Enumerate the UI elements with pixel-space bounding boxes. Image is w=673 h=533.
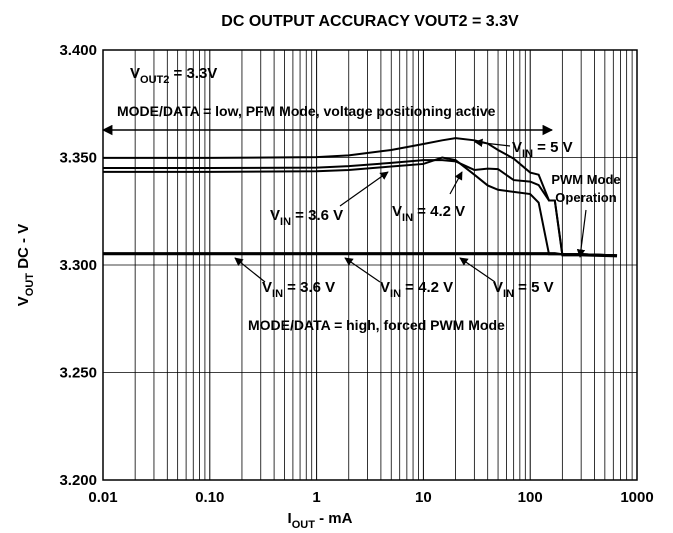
text-sub: IN bbox=[522, 148, 533, 160]
text-base: V bbox=[130, 65, 140, 82]
text-rest: - mA bbox=[315, 510, 353, 527]
plot-frame bbox=[102, 49, 638, 481]
text-rest: = 3.3V bbox=[169, 65, 217, 82]
plot bbox=[103, 137, 618, 258]
annotation-arrow bbox=[474, 138, 511, 148]
text-rest: = 3.6 V bbox=[291, 207, 343, 224]
text-sub: IN bbox=[280, 216, 291, 228]
annotation: MODE/DATA = low, PFM Mode, voltage posit… bbox=[117, 103, 496, 119]
annotation: MODE/DATA = high, forced PWM Mode bbox=[248, 317, 505, 333]
annotation: VIN = 4.2 V bbox=[392, 203, 465, 224]
text-rest: = 5 V bbox=[533, 139, 573, 156]
text-rest: = 4.2 V bbox=[413, 203, 465, 220]
x-tick-label: 1 bbox=[312, 489, 320, 506]
x-tick-label: 100 bbox=[518, 489, 543, 506]
x-tick-label: 0.10 bbox=[195, 489, 224, 506]
y-tick-label: 3.200 bbox=[59, 472, 97, 489]
annotation: VOUT DC - V bbox=[15, 224, 36, 306]
text-base: V bbox=[512, 139, 522, 156]
text-sub: IN bbox=[503, 288, 514, 300]
series-line bbox=[103, 159, 618, 257]
annotation: IOUT - mA bbox=[288, 510, 353, 531]
chart-title: DC OUTPUT ACCURACY VOUT2 = 3.3V bbox=[221, 13, 519, 30]
text-sub: OUT bbox=[24, 273, 36, 297]
text-rest: DC - V bbox=[15, 224, 32, 273]
annotation-arrow bbox=[339, 171, 389, 207]
text-base: V bbox=[15, 296, 32, 306]
x-tick-label: 10 bbox=[415, 489, 432, 506]
x-tick-label: 1000 bbox=[620, 489, 653, 506]
text-rest: = 5 V bbox=[514, 279, 554, 296]
annotation: VIN = 4.2 V bbox=[380, 279, 453, 300]
annotation-arrow bbox=[449, 171, 463, 195]
text-base: V bbox=[270, 207, 280, 224]
text-sub: IN bbox=[272, 288, 283, 300]
text-base: V bbox=[493, 279, 503, 296]
y-tick-label: 3.350 bbox=[59, 150, 97, 167]
text-sub: OUT bbox=[292, 519, 316, 531]
annotation-arrow bbox=[459, 257, 496, 283]
series-line bbox=[103, 252, 618, 257]
annotation-arrow bbox=[344, 257, 381, 283]
annotation-arrow bbox=[234, 257, 266, 283]
text-base: V bbox=[380, 279, 390, 296]
annotation: Operation bbox=[555, 190, 616, 205]
annotation: PWM Mode bbox=[551, 172, 620, 187]
annotation: VIN = 3.6 V bbox=[262, 279, 335, 300]
y-tick-label: 3.250 bbox=[59, 365, 97, 382]
annotation: VOUT2 = 3.3V bbox=[130, 65, 217, 86]
text-base: V bbox=[392, 203, 402, 220]
text-rest: = 3.6 V bbox=[283, 279, 335, 296]
y-tick-label: 3.400 bbox=[59, 42, 97, 59]
text-sub: IN bbox=[390, 288, 401, 300]
text-base: V bbox=[262, 279, 272, 296]
text-rest: = 4.2 V bbox=[401, 279, 453, 296]
annotation: VIN = 3.6 V bbox=[270, 207, 343, 228]
y-tick-label: 3.300 bbox=[59, 257, 97, 274]
text-base: I bbox=[288, 510, 292, 527]
x-tick-label: 0.01 bbox=[88, 489, 117, 506]
annotation: VIN = 5 V bbox=[493, 279, 554, 300]
text-sub: OUT2 bbox=[140, 74, 169, 86]
annotation-arrow bbox=[576, 209, 587, 258]
text-sub: IN bbox=[402, 212, 413, 224]
series-line bbox=[103, 156, 618, 257]
annotation: VIN = 5 V bbox=[512, 139, 573, 160]
